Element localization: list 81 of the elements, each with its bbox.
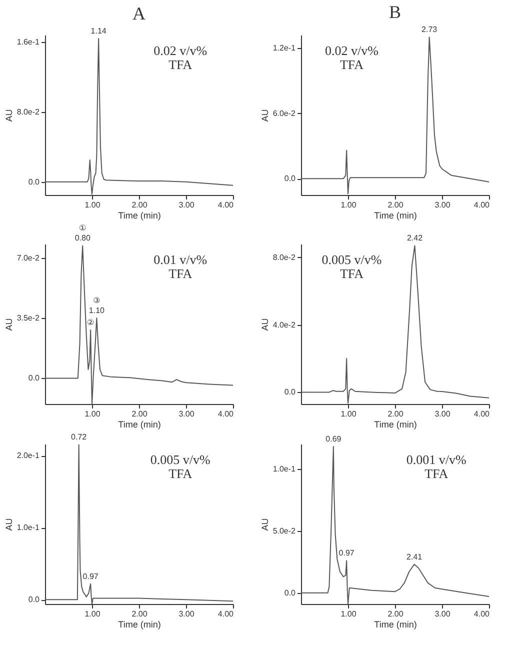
y-axis-title: AU — [260, 318, 270, 331]
x-tick-label: 3.00 — [434, 200, 451, 210]
x-tick-label: 1.00 — [340, 610, 357, 618]
annotation: ③ — [93, 296, 100, 305]
x-tick-label: 2.00 — [132, 200, 148, 210]
x-tick-label: 2.00 — [388, 610, 404, 618]
annotation: TFA — [340, 57, 364, 72]
x-axis-title: Time (min) — [374, 210, 417, 220]
y-tick-label: 7.0e-2 — [16, 253, 40, 262]
y-tick-label: 0.0 — [28, 374, 40, 383]
x-tick-label: 1.00 — [84, 200, 101, 210]
y-tick-label: 8.0e-2 — [16, 107, 40, 116]
y-tick-label: 3.5e-2 — [16, 313, 40, 322]
y-tick-label: 2.0e-1 — [16, 451, 40, 460]
y-tick-label: 8.0e-2 — [272, 252, 296, 262]
y-tick-label: 0.0 — [28, 177, 40, 186]
annotation: 0.005 v/v% — [150, 452, 210, 467]
annotation: 1.14 — [90, 26, 107, 36]
x-tick-label: 4.00 — [218, 410, 234, 418]
x-tick-label: 4.00 — [218, 610, 234, 618]
y-axis-title: AU — [4, 109, 14, 122]
x-tick-label: 3.00 — [434, 610, 451, 618]
annotation: TFA — [168, 57, 193, 72]
annotation: 0.01 v/v% — [154, 252, 208, 267]
annotation: 1.10 — [88, 306, 106, 315]
x-tick-label: 2.00 — [388, 200, 404, 210]
x-tick-label: 3.00 — [178, 200, 195, 210]
annotation: 0.02 v/v% — [325, 43, 379, 58]
y-axis-title: AU — [260, 518, 270, 531]
y-tick-label: 0.0 — [28, 595, 40, 604]
y-tick-label: 1.0e-1 — [272, 464, 296, 474]
y-axis-title: AU — [4, 318, 14, 331]
annotation: 0.97 — [338, 548, 355, 558]
x-tick-label: 1.00 — [84, 610, 101, 618]
x-axis-title: Time (min) — [118, 620, 161, 630]
x-tick-label: 2.00 — [132, 610, 148, 618]
x-tick-label: 4.00 — [474, 200, 490, 210]
x-tick-label: 3.00 — [178, 410, 195, 418]
annotation: TFA — [168, 466, 193, 481]
x-axis-title: Time (min) — [118, 420, 161, 430]
x-tick-label: 1.00 — [340, 410, 357, 418]
annotation: TFA — [424, 466, 449, 481]
y-tick-label: 4.0e-2 — [272, 320, 296, 330]
x-tick-label: 4.00 — [218, 200, 234, 210]
annotation: 0.72 — [71, 432, 88, 442]
x-tick-label: 2.00 — [388, 410, 404, 418]
y-tick-label: 0.0 — [284, 174, 296, 184]
annotation: 0.97 — [82, 572, 99, 581]
annotation: TFA — [340, 266, 364, 281]
y-tick-label: 5.0e-2 — [272, 526, 296, 536]
x-tick-label: 1.00 — [84, 410, 101, 418]
y-tick-label: 0.0 — [284, 588, 296, 598]
y-axis-title: AU — [4, 518, 14, 531]
y-tick-label: 1.0e-1 — [16, 523, 40, 532]
x-tick-label: 3.00 — [178, 610, 195, 618]
y-tick-label: 1.2e-1 — [272, 44, 296, 53]
annotation: 0.02 v/v% — [154, 43, 208, 58]
chart-title: A — [132, 3, 146, 24]
x-tick-label: 1.00 — [340, 200, 357, 210]
y-axis-title: AU — [260, 109, 270, 122]
chart-title: B — [388, 2, 402, 22]
x-axis-title: Time (min) — [374, 420, 417, 430]
x-tick-label: 2.00 — [132, 410, 148, 418]
annotation: ② — [87, 318, 94, 328]
annotation: 0.69 — [326, 434, 342, 444]
x-tick-label: 4.00 — [474, 610, 490, 618]
x-axis-title: Time (min) — [118, 210, 161, 220]
annotation: 0.001 v/v% — [406, 452, 466, 467]
x-tick-label: 4.00 — [474, 410, 490, 418]
annotation: 2.73 — [422, 25, 438, 34]
y-tick-label: 1.6e-1 — [16, 37, 40, 46]
y-tick-label: 6.0e-2 — [272, 108, 296, 118]
y-tick-label: 0.0 — [284, 388, 296, 397]
annotation: ① — [79, 224, 86, 233]
annotation: TFA — [168, 266, 193, 281]
x-axis-title: Time (min) — [374, 620, 417, 630]
x-tick-label: 3.00 — [434, 410, 451, 418]
annotation: 0.005 v/v% — [322, 252, 382, 267]
annotation: 2.42 — [406, 234, 424, 243]
annotation: 0.80 — [74, 234, 91, 243]
annotation: 2.41 — [406, 552, 423, 562]
